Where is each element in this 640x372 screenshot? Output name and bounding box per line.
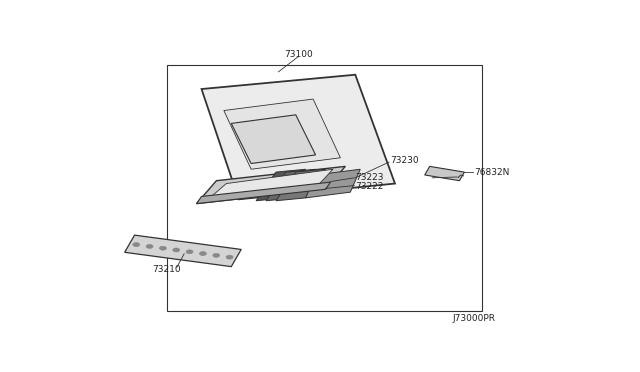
Text: J73000PR: J73000PR — [452, 314, 495, 323]
Circle shape — [173, 248, 180, 252]
Circle shape — [200, 251, 206, 256]
Text: 73210: 73210 — [152, 265, 181, 274]
Polygon shape — [425, 166, 465, 181]
Polygon shape — [224, 99, 340, 169]
Polygon shape — [202, 75, 395, 199]
Text: 76832N: 76832N — [474, 168, 509, 177]
Polygon shape — [196, 166, 346, 203]
Text: 73223: 73223 — [355, 173, 384, 182]
Circle shape — [132, 243, 140, 247]
Circle shape — [159, 246, 166, 250]
Text: 73230: 73230 — [390, 156, 419, 165]
Polygon shape — [125, 235, 241, 267]
Polygon shape — [266, 169, 316, 201]
Polygon shape — [231, 115, 316, 164]
Polygon shape — [276, 169, 326, 201]
Bar — [167, 65, 482, 311]
Text: 73222: 73222 — [355, 182, 383, 191]
Circle shape — [186, 250, 193, 254]
Circle shape — [212, 253, 220, 257]
Polygon shape — [306, 169, 360, 198]
Circle shape — [146, 244, 153, 248]
Text: 73100: 73100 — [284, 50, 312, 59]
Polygon shape — [207, 169, 333, 201]
Polygon shape — [196, 182, 330, 203]
Circle shape — [226, 255, 233, 259]
Polygon shape — [256, 169, 306, 201]
